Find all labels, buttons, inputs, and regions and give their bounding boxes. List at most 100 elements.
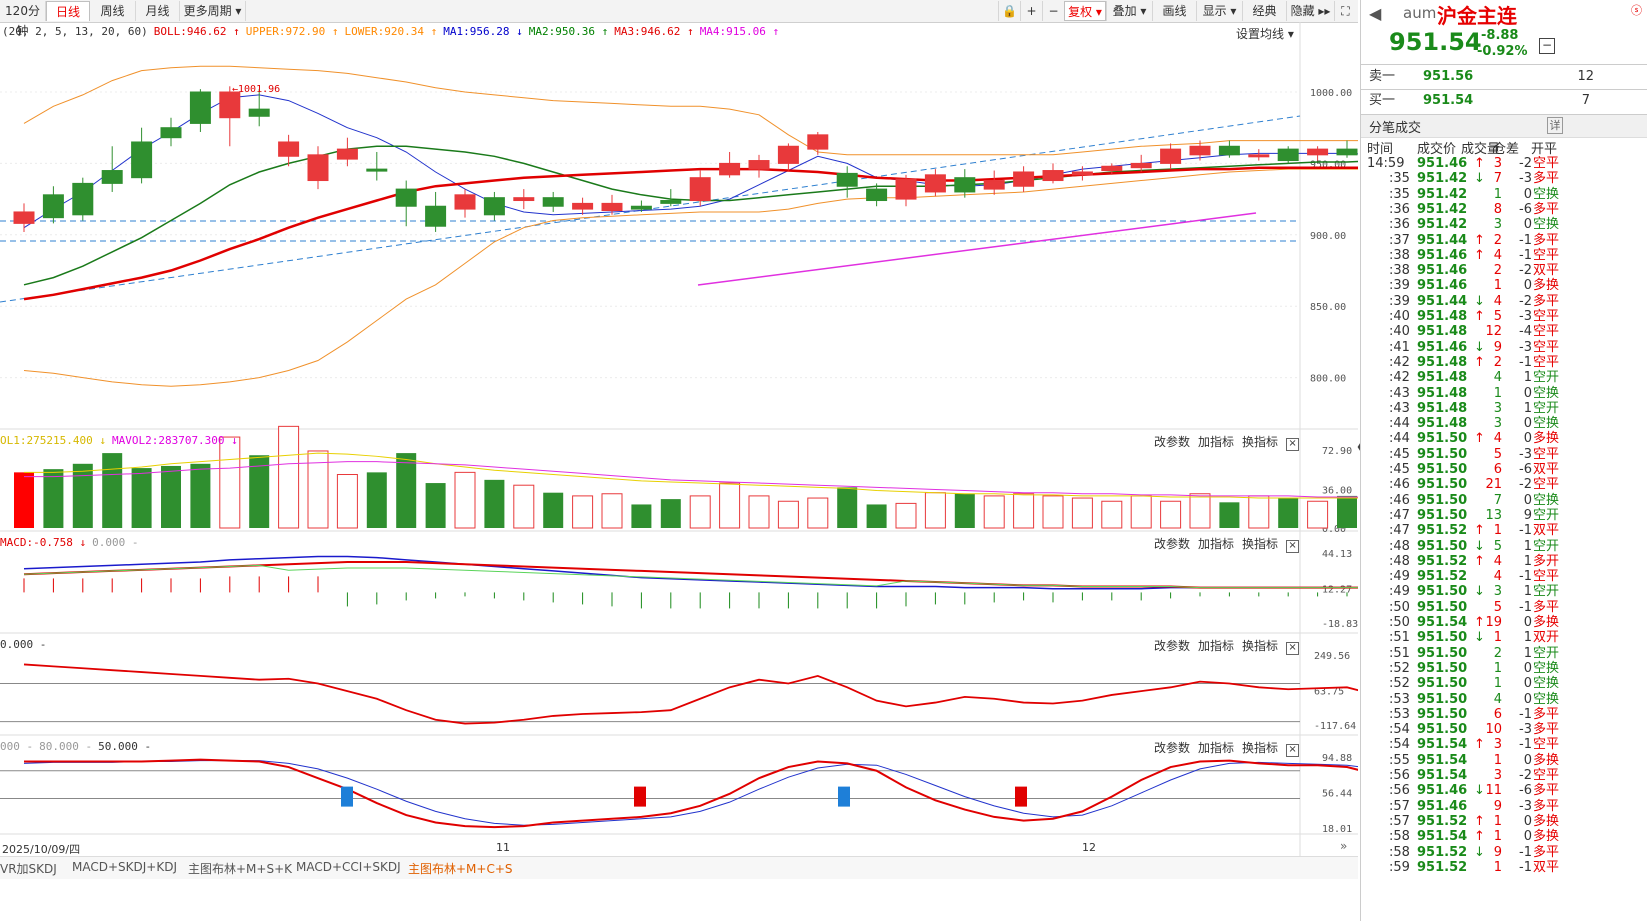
trade-cell: 双平 <box>1533 263 1560 279</box>
adjust-button[interactable]: 复权 ▾ <box>1064 1 1106 21</box>
trades-columns: 时间 成交价 成交量 仓差 开平 <box>1367 142 1558 157</box>
trade-cell: ↑ <box>1474 829 1485 845</box>
trade-cell: 4 <box>1493 553 1502 569</box>
close-icon[interactable]: × <box>1286 540 1300 553</box>
tab-weekly[interactable]: 周线 <box>90 1 136 21</box>
lock-icon[interactable]: 🔒 <box>998 1 1020 21</box>
trade-cell: 7 <box>1493 492 1502 508</box>
trade-cell: 951.48 <box>1417 324 1468 340</box>
switch-indicator-button[interactable]: 换指标 <box>1242 639 1279 653</box>
set-ma-button[interactable]: 设置均线 ▾ <box>1236 27 1294 41</box>
trade-row: :35 951.42 1 0 空换 <box>1361 187 1647 202</box>
trade-cell: 空开 <box>1533 400 1560 416</box>
trade-row: :38 951.46 ↑ 4 -1 空平 <box>1361 248 1647 263</box>
trade-cell: ↓ <box>1474 171 1485 187</box>
close-icon[interactable]: × <box>1286 744 1300 757</box>
zoom-in-icon[interactable]: + <box>1020 1 1042 21</box>
tab-daily[interactable]: 日线 <box>46 1 90 21</box>
add-indicator-button[interactable]: 加指标 <box>1198 435 1235 449</box>
candle-body <box>1130 162 1152 169</box>
trade-cell: 0 <box>1523 615 1532 630</box>
y-axis-label: 850.00 <box>1310 302 1346 313</box>
last-price: 951.54 <box>1389 28 1482 56</box>
trade-cell: -1 <box>1519 599 1532 615</box>
info-icon[interactable]: ⓢ <box>1631 4 1642 17</box>
candle-body <box>601 202 623 212</box>
edit-params-button[interactable]: 改参数 <box>1154 639 1191 653</box>
volume-bar <box>1219 502 1240 528</box>
classic-button[interactable]: 经典 <box>1242 1 1286 21</box>
template-tab[interactable]: MACD+SKDJ+KDJ <box>72 860 177 874</box>
collapse-icon[interactable]: − <box>1539 38 1555 54</box>
add-indicator-button[interactable]: 加指标 <box>1198 639 1235 653</box>
y-axis-label: 44.13 <box>1322 549 1352 560</box>
edit-params-button[interactable]: 改参数 <box>1154 537 1191 551</box>
switch-indicator-button[interactable]: 换指标 <box>1242 741 1279 755</box>
candle-body <box>630 205 652 210</box>
candle-body <box>542 197 564 207</box>
trade-cell: :46 <box>1389 492 1410 508</box>
volume-bar <box>1189 493 1211 529</box>
trade-cell: 双平 <box>1533 859 1560 875</box>
trade-cell: ↑ <box>1474 156 1485 171</box>
fullscreen-icon[interactable]: ⛶ <box>1334 1 1356 21</box>
y-axis-label: 18.01 <box>1322 824 1352 835</box>
trade-cell: 多平 <box>1533 783 1560 799</box>
trade-cell: 空换 <box>1533 186 1560 202</box>
template-tab[interactable]: VR加SKDJ <box>0 862 57 876</box>
trade-row: :43 951.48 3 1 空开 <box>1361 401 1647 416</box>
trade-cell: ↑ <box>1474 737 1485 753</box>
hide-button[interactable]: 隐藏 ▸▸ <box>1286 1 1334 21</box>
tab-more-periods[interactable]: 更多周期 ▾ <box>180 1 246 21</box>
y-axis-label: 63.75 <box>1314 686 1344 697</box>
trade-cell: 2 <box>1493 263 1502 279</box>
trade-row: :36 951.42 3 0 空换 <box>1361 217 1647 232</box>
template-tab-active[interactable]: 主图布林+M+C+S <box>408 862 513 876</box>
tab-monthly[interactable]: 月线 <box>136 1 180 21</box>
volume-bar <box>631 504 652 528</box>
switch-indicator-button[interactable]: 换指标 <box>1242 435 1279 449</box>
y-axis-label: 800.00 <box>1310 374 1346 385</box>
template-tab[interactable]: 主图布林+M+S+K <box>188 862 293 876</box>
y-axis-label: 36.00 <box>1322 485 1352 496</box>
trade-cell: 951.42 <box>1417 186 1468 202</box>
trade-cell: -1 <box>1519 247 1532 263</box>
volume-bar <box>1130 495 1152 529</box>
trade-cell: :38 <box>1389 263 1410 279</box>
scroll-right-icon[interactable]: » <box>1340 839 1348 853</box>
trade-cell: 1 <box>1493 813 1502 829</box>
skdj-indicator-line: 000 - 80.000 - 50.000 - <box>0 740 157 753</box>
zoom-out-icon[interactable]: − <box>1042 1 1064 21</box>
prev-icon[interactable]: ◀ <box>1369 4 1382 23</box>
trade-cell: 951.50 <box>1417 722 1468 738</box>
trade-cell: 0 <box>1523 660 1532 676</box>
edit-params-button[interactable]: 改参数 <box>1154 435 1191 449</box>
trade-cell: 0 <box>1523 431 1532 447</box>
candle-body <box>1013 171 1035 187</box>
trade-row: :46 951.50 21 -2 空平 <box>1361 477 1647 492</box>
close-icon[interactable]: × <box>1286 438 1300 451</box>
trade-cell: 多换 <box>1533 829 1560 845</box>
edit-params-button[interactable]: 改参数 <box>1154 741 1191 755</box>
volume-bar <box>1248 495 1270 529</box>
template-tab[interactable]: MACD+CCI+SKDJ <box>296 860 401 874</box>
switch-indicator-button[interactable]: 换指标 <box>1242 537 1279 551</box>
draw-line-button[interactable]: 画线 <box>1152 1 1196 21</box>
cci-indicator-line: 0.000 - <box>0 638 52 651</box>
add-indicator-button[interactable]: 加指标 <box>1198 741 1235 755</box>
tab-120min[interactable]: 120分钟 <box>0 1 46 38</box>
candle-body <box>1042 170 1064 182</box>
close-icon[interactable]: × <box>1286 642 1300 655</box>
ask-row: 卖一 951.56 12 <box>1361 65 1647 89</box>
trade-cell: -1 <box>1519 706 1532 722</box>
trade-cell: 951.44 <box>1417 232 1468 248</box>
trade-row: :54 951.50 10 -3 多平 <box>1361 722 1647 737</box>
trade-cell: ↓ <box>1474 293 1485 309</box>
instrument-name: 沪金主连 <box>1437 4 1517 28</box>
add-indicator-button[interactable]: 加指标 <box>1198 537 1235 551</box>
trade-cell: 0 <box>1523 385 1532 401</box>
detail-button[interactable]: 详 <box>1547 117 1563 134</box>
kline-chart[interactable]: 1000.00 950.00 900.00 850.00 800.00 ←1001.96 7… <box>0 22 1358 856</box>
display-button[interactable]: 显示 ▾ <box>1196 1 1242 21</box>
overlay-button[interactable]: 叠加 ▾ <box>1106 1 1152 21</box>
